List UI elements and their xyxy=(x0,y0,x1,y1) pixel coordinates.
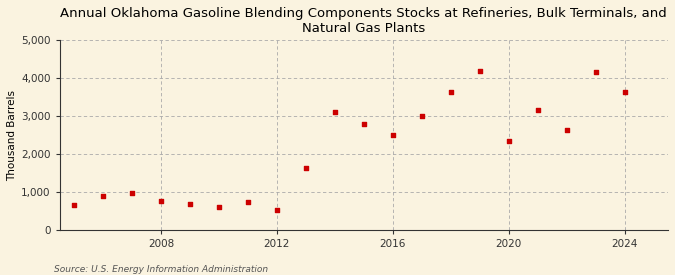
Point xyxy=(271,208,282,212)
Point xyxy=(329,110,340,114)
Point xyxy=(504,139,514,143)
Point xyxy=(185,202,196,207)
Y-axis label: Thousand Barrels: Thousand Barrels xyxy=(7,90,17,180)
Title: Annual Oklahoma Gasoline Blending Components Stocks at Refineries, Bulk Terminal: Annual Oklahoma Gasoline Blending Compon… xyxy=(61,7,667,35)
Point xyxy=(69,203,80,207)
Point xyxy=(387,133,398,137)
Point xyxy=(590,69,601,74)
Point xyxy=(156,199,167,204)
Point xyxy=(416,114,427,118)
Point xyxy=(475,68,485,73)
Point xyxy=(98,194,109,198)
Point xyxy=(127,191,138,195)
Point xyxy=(300,166,311,170)
Point xyxy=(533,108,543,112)
Point xyxy=(446,90,456,95)
Point xyxy=(619,90,630,95)
Point xyxy=(242,200,253,205)
Text: Source: U.S. Energy Information Administration: Source: U.S. Energy Information Administ… xyxy=(54,265,268,274)
Point xyxy=(561,128,572,133)
Point xyxy=(358,122,369,126)
Point xyxy=(213,205,224,209)
